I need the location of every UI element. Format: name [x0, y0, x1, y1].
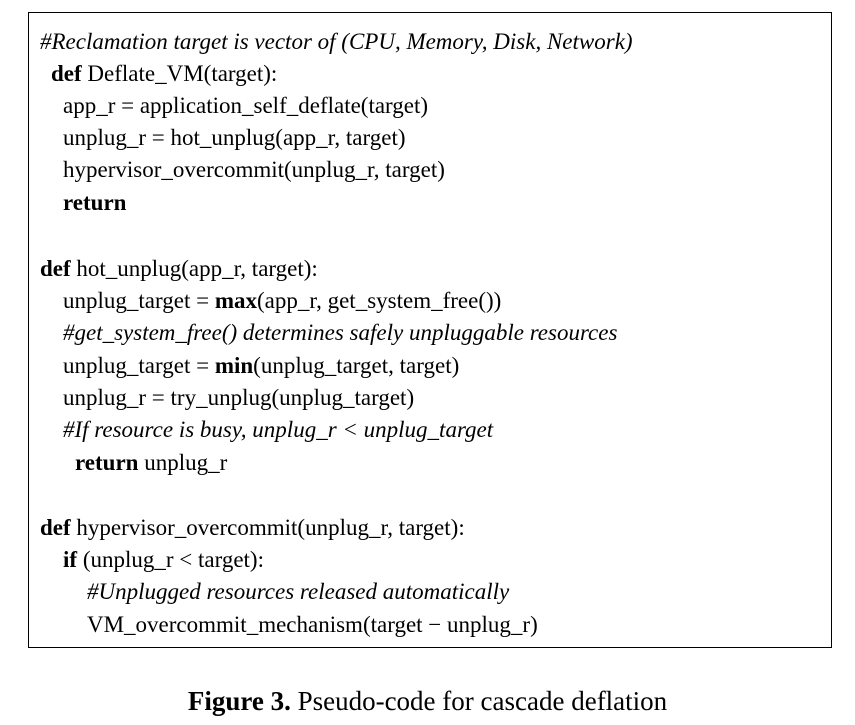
code-def-deflate-vm: def Deflate_VM(target):	[51, 62, 277, 85]
code-line-app-r: app_r = application_self_deflate(target)	[63, 93, 429, 118]
keyword-def: def	[51, 61, 82, 86]
code-return-unplug-r: return unplug_r	[75, 451, 227, 474]
code-text: (unplug_target, target)	[253, 353, 460, 378]
code-text: (app_r, get_system_free())	[256, 288, 502, 313]
code-line-unplug-target-min: unplug_target = min(unplug_target, targe…	[63, 354, 459, 377]
figure-label: Figure 3.	[187, 686, 291, 716]
code-text: unplug_target =	[63, 353, 215, 378]
caption-text: Pseudo-code for cascade deflation	[290, 686, 668, 716]
code-def-hypervisor-overcommit: def hypervisor_overcommit(unplug_r, targ…	[40, 516, 465, 539]
keyword-return: return	[75, 450, 139, 475]
pseudo-code-box: #Reclamation target is vector of (CPU, M…	[28, 12, 832, 648]
code-comment-resource-busy: #If resource is busy, unplug_r < unplug_…	[63, 417, 494, 442]
code-if-condition: if (unplug_r < target):	[63, 548, 264, 571]
keyword-min: min	[214, 353, 254, 378]
keyword-if: if	[63, 547, 78, 572]
code-comment-get-system-free: #get_system_free() determines safely unp…	[63, 320, 618, 345]
code-text: unplug_r	[138, 450, 228, 475]
keyword-def: def	[40, 256, 71, 281]
code-text: (unplug_r < target):	[77, 547, 264, 572]
code-line-unplug-target-max: unplug_target = max(app_r, get_system_fr…	[63, 289, 501, 312]
code-return: return	[63, 190, 127, 215]
code-text: hot_unplug(app_r, target):	[70, 256, 318, 281]
code-comment-reclamation-target: #Reclamation target is vector of (CPU, M…	[40, 29, 633, 54]
code-line-hypervisor-call: hypervisor_overcommit(unplug_r, target)	[63, 157, 445, 182]
code-text: unplug_target =	[63, 288, 215, 313]
code-line-vm-overcommit: VM_overcommit_mechanism(target − unplug_…	[87, 612, 538, 637]
code-line-try-unplug: unplug_r = try_unplug(unplug_target)	[63, 385, 415, 410]
code-def-hot-unplug: def hot_unplug(app_r, target):	[40, 257, 318, 280]
keyword-def: def	[40, 515, 71, 540]
code-text: hypervisor_overcommit(unplug_r, target):	[70, 515, 465, 540]
code-text: Deflate_VM(target):	[81, 61, 278, 86]
keyword-max: max	[214, 288, 257, 313]
code-line-unplug-r: unplug_r = hot_unplug(app_r, target)	[63, 125, 406, 150]
code-comment-unplugged-released: #Unplugged resources released automatica…	[87, 579, 510, 604]
figure-caption: Figure 3. Pseudo-code for cascade deflat…	[0, 686, 855, 717]
